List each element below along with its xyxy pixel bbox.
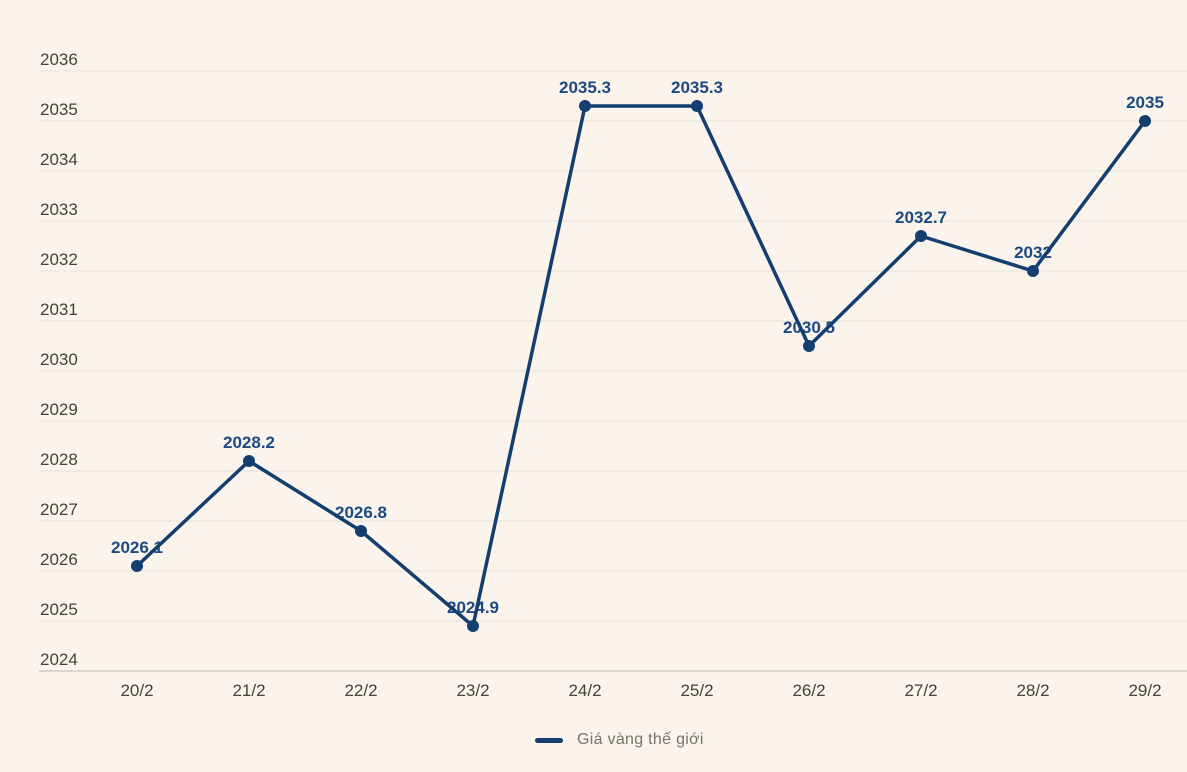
legend-line-swatch (535, 737, 563, 743)
y-tick-label: 2036 (40, 50, 78, 69)
x-tick-label: 22/2 (344, 681, 377, 700)
data-point-marker (467, 620, 479, 632)
y-tick-label: 2030 (40, 350, 78, 369)
y-tick-label: 2034 (40, 150, 78, 169)
x-tick-label: 29/2 (1128, 681, 1161, 700)
data-point-label: 2032.7 (895, 208, 947, 227)
data-point-marker (803, 340, 815, 352)
legend-item[interactable]: Giá vàng thế giới (535, 731, 704, 749)
y-tick-label: 2025 (40, 600, 78, 619)
y-tick-label: 2024 (40, 650, 78, 669)
y-tick-label: 2026 (40, 550, 78, 569)
legend-item-label: Giá vàng thế giới (577, 731, 704, 748)
x-tick-label: 24/2 (568, 681, 601, 700)
data-point-label: 2028.2 (223, 433, 275, 452)
data-point-label: 2024.9 (447, 598, 499, 617)
data-point-marker (691, 100, 703, 112)
data-point-marker (1027, 265, 1039, 277)
data-point-marker (579, 100, 591, 112)
data-point-marker (131, 560, 143, 572)
y-tick-label: 2029 (40, 400, 78, 419)
x-tick-label: 28/2 (1016, 681, 1049, 700)
x-tick-label: 21/2 (232, 681, 265, 700)
y-tick-label: 2032 (40, 250, 78, 269)
x-tick-label: 20/2 (120, 681, 153, 700)
y-tick-label: 2027 (40, 500, 78, 519)
y-tick-label: 2033 (40, 200, 78, 219)
y-tick-label: 2035 (40, 100, 78, 119)
y-tick-label: 2028 (40, 450, 78, 469)
x-tick-label: 26/2 (792, 681, 825, 700)
series-line (135, 104, 1147, 628)
data-point-marker (243, 455, 255, 467)
y-tick-label: 2031 (40, 300, 78, 319)
data-point-label: 2035 (1126, 93, 1164, 112)
x-tick-label: 27/2 (904, 681, 937, 700)
data-point-marker (1139, 115, 1151, 127)
data-point-label: 2026.8 (335, 503, 387, 522)
data-point-label: 2035.3 (559, 78, 611, 97)
data-point-label: 2035.3 (671, 78, 723, 97)
x-tick-label: 23/2 (456, 681, 489, 700)
data-point-marker (355, 525, 367, 537)
x-tick-label: 25/2 (680, 681, 713, 700)
data-point-marker (915, 230, 927, 242)
